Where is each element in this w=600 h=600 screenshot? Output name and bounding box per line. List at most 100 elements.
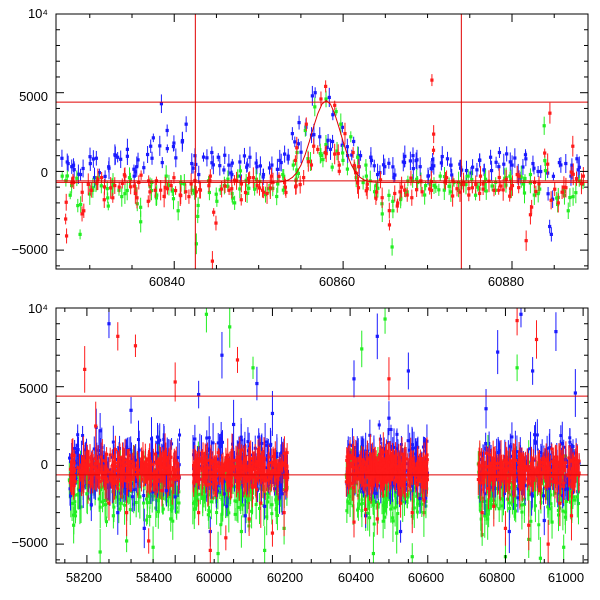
data-point (361, 471, 365, 475)
data-point (408, 159, 412, 163)
data-point (196, 493, 200, 497)
data-point (74, 510, 78, 514)
data-point (60, 156, 64, 160)
data-point (164, 459, 168, 463)
data-point (164, 466, 168, 470)
data-point (222, 468, 226, 472)
data-point (431, 148, 436, 152)
data-point (284, 190, 288, 195)
data-point (154, 478, 158, 482)
data-point (239, 466, 243, 470)
data-point (546, 192, 550, 196)
data-point (359, 502, 363, 506)
data-point (100, 467, 104, 471)
data-point (233, 512, 237, 516)
data-point (346, 460, 350, 464)
data-point (214, 460, 218, 464)
data-point (397, 467, 401, 471)
data-point (354, 175, 358, 180)
data-point (139, 173, 143, 177)
data-point (434, 185, 438, 189)
data-point (164, 174, 168, 178)
data-point (391, 209, 395, 213)
data-point (204, 472, 208, 476)
data-point (351, 504, 355, 508)
data-point (396, 201, 400, 205)
data-point (76, 466, 80, 470)
model-curve (56, 99, 588, 183)
data-point (95, 448, 99, 452)
data-point (225, 477, 229, 481)
data-point (422, 469, 426, 473)
data-point (220, 512, 224, 516)
data-point (71, 453, 75, 457)
data-point (410, 443, 414, 447)
data-point (216, 464, 220, 468)
data-point (368, 476, 372, 480)
data-point (82, 209, 86, 213)
data-point (399, 443, 403, 447)
data-point (419, 492, 423, 496)
data-point (117, 507, 121, 511)
data-point (277, 174, 281, 178)
data-point (98, 453, 102, 457)
data-point (415, 188, 419, 192)
data-point (345, 458, 349, 462)
data-point (235, 462, 239, 466)
data-point (165, 147, 169, 151)
data-point (84, 448, 88, 452)
data-point (179, 193, 183, 198)
data-point (340, 125, 344, 129)
top-xtick-label: 60880 (488, 274, 524, 289)
data-point (92, 176, 97, 180)
data-point (298, 183, 302, 187)
data-point (348, 478, 352, 482)
data-point (396, 475, 400, 479)
data-point (235, 500, 239, 504)
data-point (386, 470, 390, 474)
data-point (415, 177, 419, 181)
data-point (161, 507, 165, 511)
data-point (174, 156, 178, 160)
data-point (444, 176, 449, 180)
data-point (255, 459, 259, 463)
data-point (125, 188, 129, 193)
data-point (337, 163, 341, 167)
data-point (251, 461, 255, 465)
data-point (163, 481, 167, 485)
data-point (95, 482, 99, 486)
data-point (121, 469, 125, 473)
data-point (376, 505, 380, 509)
data-point (478, 158, 482, 162)
data-point (409, 176, 413, 180)
data-point (135, 464, 139, 468)
data-point (445, 157, 450, 161)
data-point (134, 458, 138, 462)
data-point (219, 438, 223, 442)
data-point (167, 183, 171, 188)
data-point (376, 456, 380, 460)
data-point (397, 465, 401, 469)
data-point (358, 154, 363, 158)
data-point (481, 187, 485, 191)
data-point (263, 440, 267, 444)
data-point (402, 475, 406, 479)
data-point (290, 132, 294, 136)
data-point (280, 451, 284, 455)
data-point (568, 195, 572, 200)
data-point (243, 190, 248, 195)
data-point (200, 457, 204, 461)
data-point (114, 495, 118, 499)
data-point (244, 178, 248, 182)
data-point (94, 467, 98, 471)
data-point (74, 461, 78, 465)
data-point (336, 151, 340, 156)
data-point (209, 500, 213, 504)
data-point (88, 192, 92, 196)
data-point (482, 168, 486, 172)
data-point (306, 160, 310, 164)
data-point (245, 474, 249, 478)
data-point (236, 174, 240, 178)
data-point (324, 84, 328, 89)
data-point (477, 187, 481, 191)
